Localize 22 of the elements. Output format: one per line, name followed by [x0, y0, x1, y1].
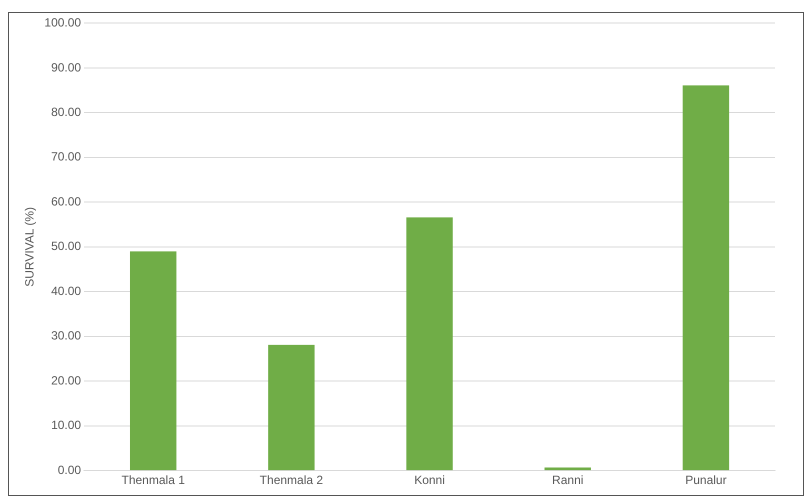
y-tick-label: 100.00 [44, 16, 82, 30]
bar [130, 251, 176, 470]
bar [544, 467, 591, 470]
y-tick-label: 50.00 [51, 239, 82, 254]
y-tick-label: 90.00 [51, 60, 82, 74]
bar [268, 344, 315, 470]
y-tick-label: 30.00 [51, 328, 82, 343]
y-tick-label: 80.00 [51, 104, 82, 119]
y-tick-label: 20.00 [51, 373, 82, 388]
y-tick-label: 60.00 [51, 194, 82, 208]
x-tick-label: Thenmala 1 [122, 473, 186, 488]
x-tick-label: Thenmala 2 [260, 473, 324, 488]
bar [682, 85, 730, 470]
y-tick-label: 40.00 [51, 284, 82, 298]
y-axis-title: SURVIVAL (%) [22, 206, 37, 287]
y-tick-label: 10.00 [51, 418, 82, 432]
bar [406, 217, 453, 470]
x-tick-label: Punalur [685, 473, 727, 488]
y-tick-label: 70.00 [51, 150, 82, 164]
x-tick-label: Ranni [552, 473, 584, 488]
x-tick-label: Konni [414, 473, 445, 488]
y-tick-label: 0.00 [58, 462, 82, 477]
